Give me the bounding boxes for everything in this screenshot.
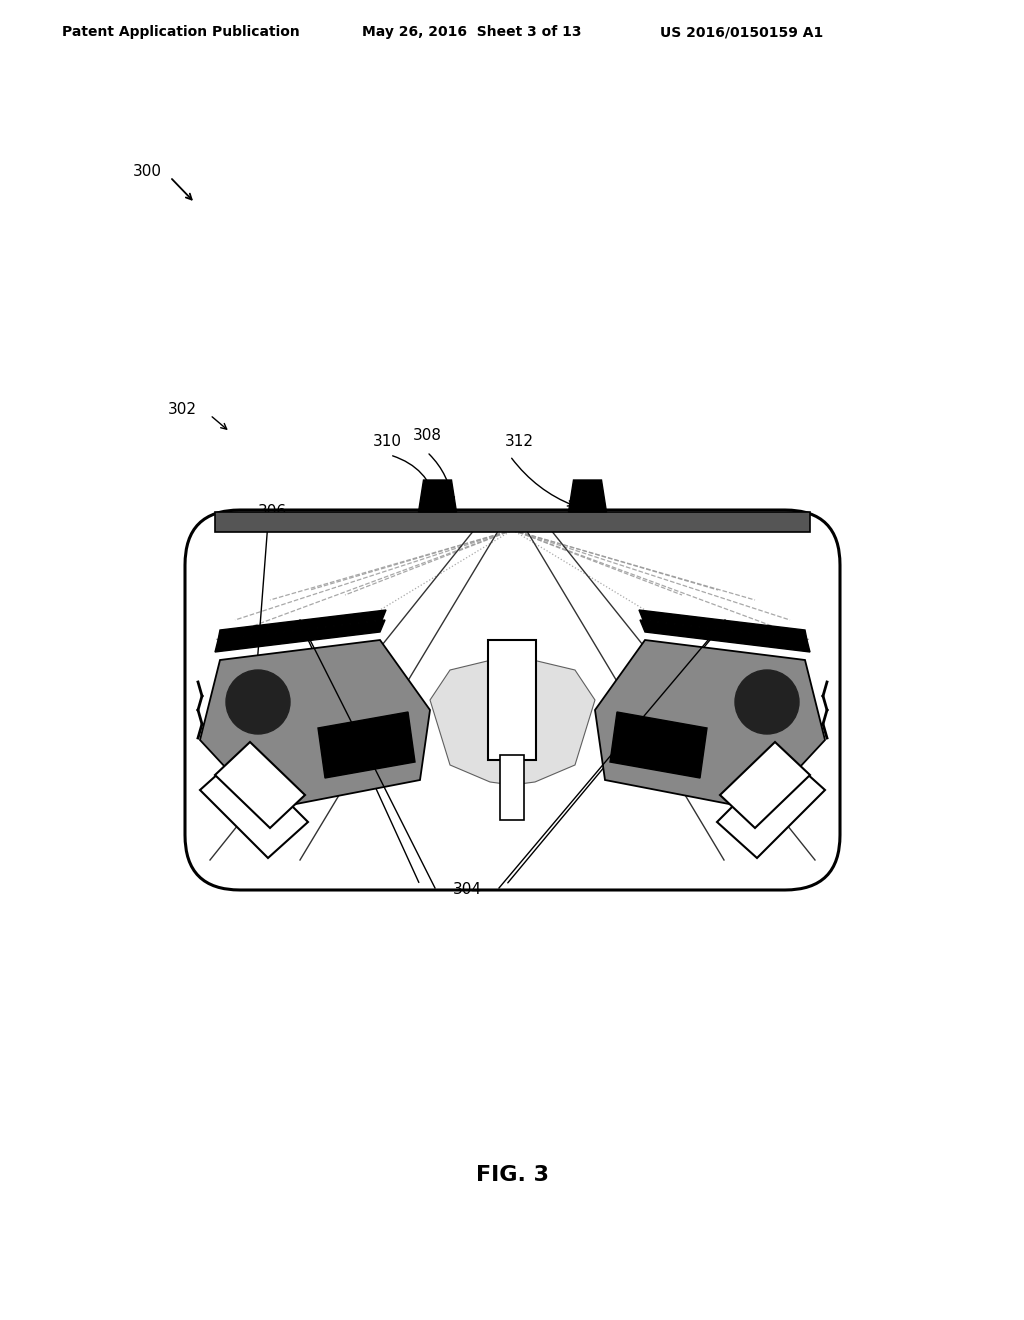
Text: 312: 312 [505,434,534,450]
Text: 310: 310 [373,434,402,450]
Text: US 2016/0150159 A1: US 2016/0150159 A1 [660,25,823,40]
Polygon shape [640,620,810,652]
Text: May 26, 2016  Sheet 3 of 13: May 26, 2016 Sheet 3 of 13 [362,25,582,40]
Polygon shape [430,655,595,785]
Bar [215,512,810,532]
Polygon shape [200,640,430,810]
Text: 304: 304 [453,883,481,898]
Polygon shape [215,742,305,828]
Polygon shape [218,610,386,640]
Text: 306: 306 [258,504,287,520]
Polygon shape [200,754,308,858]
Circle shape [226,671,290,734]
FancyBboxPatch shape [185,510,840,890]
Text: Patent Application Publication: Patent Application Publication [62,25,300,40]
Text: 300: 300 [133,165,162,180]
Polygon shape [318,711,415,777]
Bar [488,640,536,760]
Polygon shape [215,620,385,652]
Polygon shape [419,480,457,512]
Polygon shape [610,711,707,777]
Text: FIG. 3: FIG. 3 [475,1166,549,1185]
Bar [500,755,524,820]
Text: 308: 308 [413,428,442,442]
Polygon shape [717,754,825,858]
Polygon shape [639,610,807,640]
Polygon shape [720,742,810,828]
Circle shape [735,671,799,734]
Polygon shape [595,640,825,810]
Text: 302: 302 [168,403,197,417]
Polygon shape [568,480,606,512]
